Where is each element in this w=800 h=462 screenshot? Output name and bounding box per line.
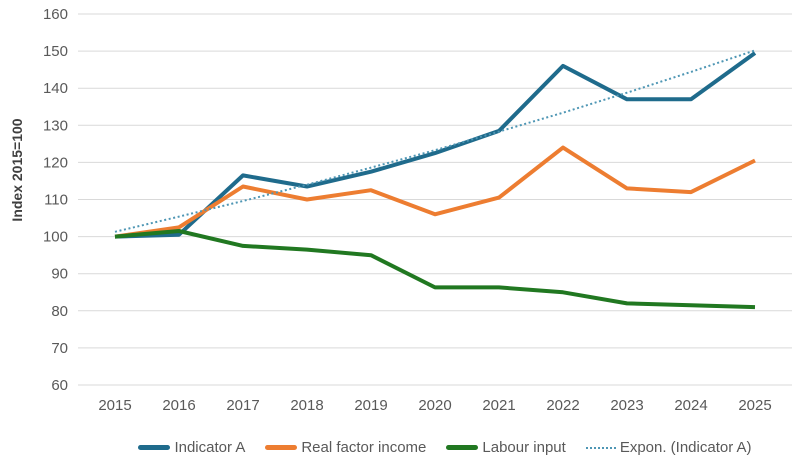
series-lines [114, 49, 757, 310]
chart-legend: Indicator A Real factor income Labour inpu… [90, 439, 800, 456]
y-tick-label: 100 [43, 229, 68, 246]
y-tick-label: 90 [51, 266, 68, 283]
legend-item-real-factor-income: Real factor income [265, 439, 426, 456]
y-tick-label: 110 [44, 192, 68, 209]
series-line-expon-indicator-a [114, 49, 756, 233]
legend-item-indicator-a: Indicator A [138, 439, 245, 456]
x-tick-label: 2024 [674, 397, 707, 414]
x-tick-label: 2025 [738, 397, 771, 414]
y-tick-label: 140 [43, 80, 68, 97]
y-tick-label: 160 [43, 6, 68, 23]
y-tick-label: 120 [43, 154, 68, 171]
y-axis-tick-labels: 160 150 140 130 120 110 100 90 80 70 60 [43, 6, 68, 394]
x-tick-label: 2020 [418, 397, 451, 414]
series-line-real-factor-income [114, 145, 756, 239]
x-tick-label: 2016 [162, 397, 195, 414]
series-line-labour-input [114, 229, 756, 310]
legend-swatch-icon [265, 445, 298, 450]
y-tick-label: 70 [51, 340, 68, 357]
y-tick-label: 80 [51, 303, 68, 320]
legend-swatch-icon [585, 446, 616, 449]
x-tick-label: 2018 [290, 397, 323, 414]
legend-label: Indicator A [174, 439, 246, 456]
x-tick-label: 2021 [482, 397, 515, 414]
legend-item-expon-indicator-a: Expon. (Indicator A) [585, 439, 752, 456]
y-tick-label: 60 [51, 377, 68, 394]
legend-swatch-icon [138, 445, 171, 450]
legend-item-labour-input: Labour input [446, 439, 566, 456]
y-tick-label: 130 [43, 117, 68, 134]
x-tick-label: 2023 [610, 397, 643, 414]
legend-label: Real factor income [301, 439, 427, 456]
x-tick-label: 2019 [354, 397, 387, 414]
legend-label: Labour input [482, 439, 566, 456]
y-tick-label: 150 [43, 43, 68, 60]
legend-swatch-icon [446, 445, 479, 450]
x-tick-label: 2017 [226, 397, 259, 414]
gridlines [78, 13, 792, 386]
x-tick-label: 2022 [546, 397, 579, 414]
series-line-indicator-a [114, 51, 757, 239]
x-tick-label: 2015 [98, 397, 131, 414]
y-axis-title: Index 2015=100 [9, 118, 25, 221]
legend-label: Expon. (Indicator A) [619, 439, 752, 456]
x-axis-tick-labels: 2015 2016 2017 2018 2019 2020 2021 2022 2023 2024… [98, 397, 771, 414]
